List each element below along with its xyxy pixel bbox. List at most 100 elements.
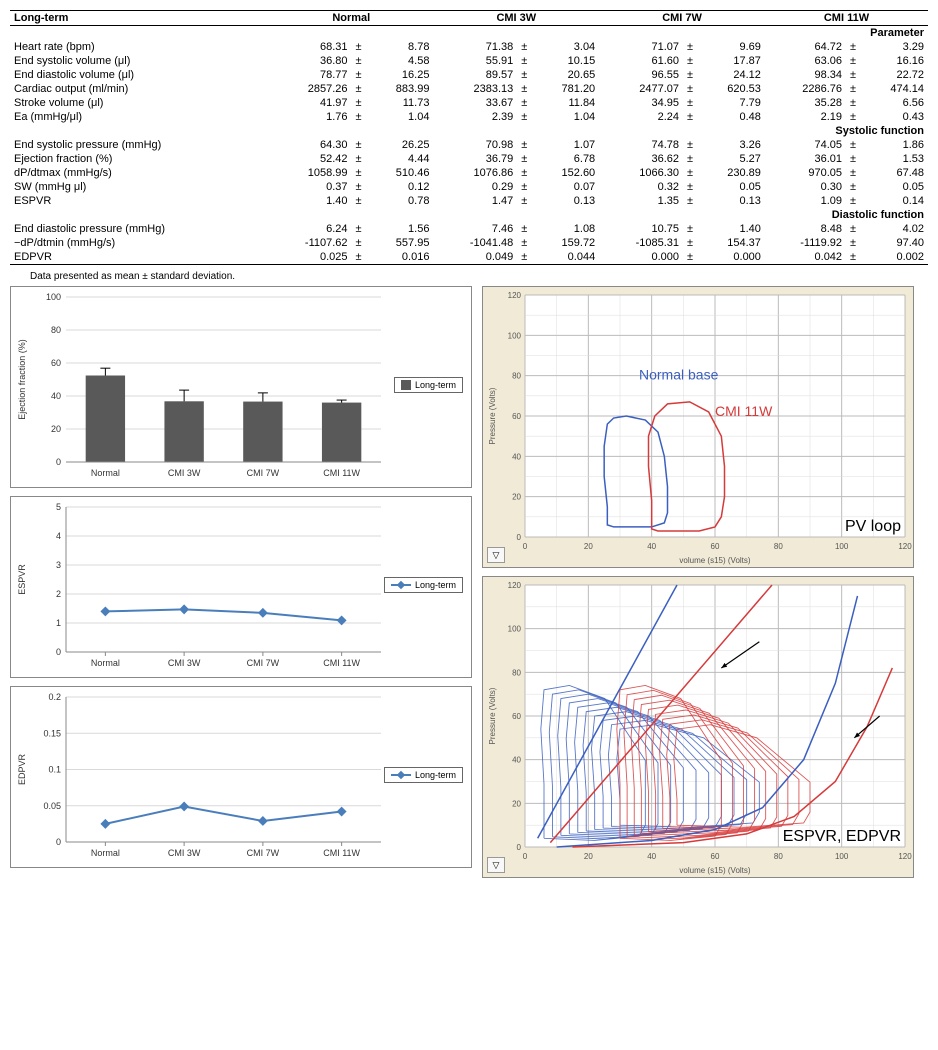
sd-value: 20.65 xyxy=(531,68,599,82)
mean-value: 0.042 xyxy=(765,250,846,265)
mean-value: 78.77 xyxy=(269,68,351,82)
sd-value: 97.40 xyxy=(860,236,928,250)
plus-minus: ± xyxy=(846,236,860,250)
mean-value: 74.05 xyxy=(765,138,846,152)
plus-minus: ± xyxy=(846,68,860,82)
svg-text:ESPVR: ESPVR xyxy=(17,564,27,595)
plus-minus: ± xyxy=(846,166,860,180)
dropdown-icon[interactable]: ▽ xyxy=(487,547,505,563)
svg-text:Pressure (Volts): Pressure (Volts) xyxy=(488,387,497,444)
svg-text:20: 20 xyxy=(512,799,521,808)
plus-minus: ± xyxy=(846,194,860,208)
row-label: Ejection fraction (%) xyxy=(10,152,269,166)
dropdown-icon[interactable]: ▽ xyxy=(487,857,505,873)
table-row: ESPVR1.40±0.781.47±0.131.35±0.131.09±0.1… xyxy=(10,194,928,208)
edpvr-line-chart: 00.050.10.150.2NormalCMI 3WCMI 7WCMI 11W… xyxy=(10,686,472,868)
svg-text:60: 60 xyxy=(51,358,61,368)
mean-value: 2383.13 xyxy=(433,82,517,96)
svg-text:CMI 7W: CMI 7W xyxy=(247,848,280,858)
mean-value: 0.32 xyxy=(599,180,683,194)
plus-minus: ± xyxy=(683,236,697,250)
svg-text:80: 80 xyxy=(512,668,521,677)
plus-minus: ± xyxy=(352,152,366,166)
mean-value: 2286.76 xyxy=(765,82,846,96)
svg-text:40: 40 xyxy=(647,852,656,861)
sd-value: 1.04 xyxy=(366,110,434,124)
svg-text:CMI 3W: CMI 3W xyxy=(168,658,201,668)
row-label: End systolic pressure (mmHg) xyxy=(10,138,269,152)
plus-minus: ± xyxy=(517,82,531,96)
mean-value: 7.46 xyxy=(433,222,517,236)
row-label: dP/dtmax (mmHg/s) xyxy=(10,166,269,180)
mean-value: 0.37 xyxy=(269,180,351,194)
sd-value: 1.86 xyxy=(860,138,928,152)
table-title: Long-term xyxy=(10,11,269,26)
sd-value: 0.07 xyxy=(531,180,599,194)
sd-value: 620.53 xyxy=(697,82,765,96)
legend-label: Long-term xyxy=(415,580,456,590)
sd-value: 6.78 xyxy=(531,152,599,166)
svg-text:20: 20 xyxy=(584,542,593,551)
table-row: End diastolic pressure (mmHg)6.24±1.567.… xyxy=(10,222,928,236)
svg-text:100: 100 xyxy=(508,625,522,634)
row-label: ESPVR xyxy=(10,194,269,208)
table-row: Ejection fraction (%)52.42±4.4436.79±6.7… xyxy=(10,152,928,166)
plus-minus: ± xyxy=(846,250,860,265)
mean-value: 52.42 xyxy=(269,152,351,166)
plus-minus: ± xyxy=(517,180,531,194)
plus-minus: ± xyxy=(352,138,366,152)
svg-text:CMI 11W: CMI 11W xyxy=(715,403,773,419)
svg-text:40: 40 xyxy=(51,391,61,401)
plus-minus: ± xyxy=(683,68,697,82)
svg-text:100: 100 xyxy=(835,542,849,551)
espvr-edpvr-chart: ▽ 020406080100120020406080100120ESPVR, E… xyxy=(482,576,914,878)
sd-value: 7.79 xyxy=(697,96,765,110)
svg-text:60: 60 xyxy=(512,412,521,421)
sd-value: 0.48 xyxy=(697,110,765,124)
plus-minus: ± xyxy=(517,110,531,124)
sd-value: 5.27 xyxy=(697,152,765,166)
mean-value: 36.79 xyxy=(433,152,517,166)
table-row: SW (mmHg μl)0.37±0.120.29±0.070.32±0.050… xyxy=(10,180,928,194)
sd-value: 67.48 xyxy=(860,166,928,180)
data-table: Long-term Normal CMI 3W CMI 7W CMI 11W P… xyxy=(10,10,928,265)
legend: Long-term xyxy=(384,767,463,783)
svg-text:20: 20 xyxy=(584,852,593,861)
sd-value: 0.016 xyxy=(366,250,434,265)
svg-text:0.05: 0.05 xyxy=(43,801,61,811)
plus-minus: ± xyxy=(846,96,860,110)
col-group-3: CMI 11W xyxy=(765,11,928,26)
plus-minus: ± xyxy=(517,152,531,166)
plus-minus: ± xyxy=(517,250,531,265)
svg-text:CMI 11W: CMI 11W xyxy=(323,848,360,858)
mean-value: 55.91 xyxy=(433,54,517,68)
plus-minus: ± xyxy=(683,54,697,68)
plus-minus: ± xyxy=(683,82,697,96)
mean-value: 2857.26 xyxy=(269,82,351,96)
svg-text:1: 1 xyxy=(56,618,61,628)
sd-value: 17.87 xyxy=(697,54,765,68)
sd-value: 0.12 xyxy=(366,180,434,194)
plus-minus: ± xyxy=(352,40,366,54)
sd-value: 11.73 xyxy=(366,96,434,110)
sd-value: 1.08 xyxy=(531,222,599,236)
svg-text:Normal: Normal xyxy=(91,468,120,478)
sd-value: 11.84 xyxy=(531,96,599,110)
plus-minus: ± xyxy=(352,250,366,265)
plus-minus: ± xyxy=(352,54,366,68)
mean-value: 36.01 xyxy=(765,152,846,166)
mean-value: 0.30 xyxy=(765,180,846,194)
svg-text:100: 100 xyxy=(46,292,61,302)
svg-text:3: 3 xyxy=(56,560,61,570)
svg-text:CMI 3W: CMI 3W xyxy=(168,468,201,478)
svg-text:80: 80 xyxy=(51,325,61,335)
sd-value: 8.78 xyxy=(366,40,434,54)
svg-text:0: 0 xyxy=(523,852,528,861)
svg-text:EDPVR: EDPVR xyxy=(17,753,27,785)
row-label: SW (mmHg μl) xyxy=(10,180,269,194)
section-header: Diastolic function xyxy=(10,208,928,222)
row-label: Stroke volume (μl) xyxy=(10,96,269,110)
sd-value: 1.07 xyxy=(531,138,599,152)
plus-minus: ± xyxy=(517,236,531,250)
svg-text:20: 20 xyxy=(512,493,521,502)
